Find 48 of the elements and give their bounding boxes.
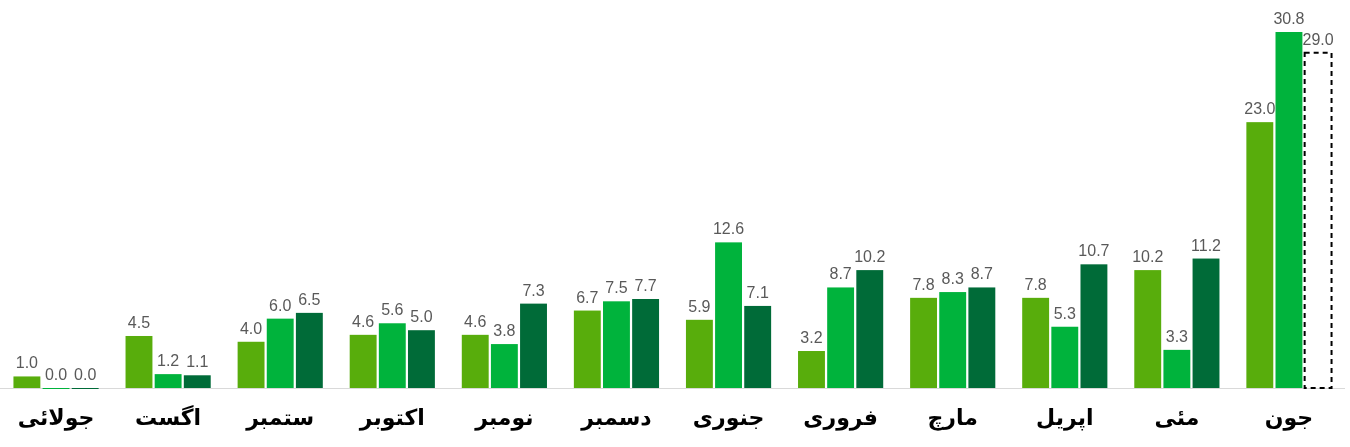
data-label: 12.6: [712, 220, 745, 238]
data-label: 6.0: [269, 296, 292, 314]
x-tick-label: مارچ: [927, 405, 978, 431]
data-label: 7.1: [746, 283, 769, 301]
data-label: 29.0: [1302, 30, 1334, 48]
data-label: 7.5: [605, 279, 628, 297]
data-label: 10.7: [1078, 242, 1110, 260]
x-tick-label: فروری: [803, 405, 878, 431]
x-tick-label: اگست: [135, 404, 202, 430]
data-label: 8.7: [970, 265, 994, 283]
x-tick-label: جون: [1264, 405, 1314, 431]
data-label: 10.2: [1132, 248, 1164, 266]
x-tick-label: اپریل: [1036, 405, 1094, 431]
data-label: 4.6: [352, 312, 375, 330]
data-label: 7.8: [1024, 275, 1047, 293]
data-label: 8.7: [829, 265, 852, 283]
data-label: 1.0: [15, 354, 39, 372]
data-label: 4.6: [464, 312, 487, 330]
x-tick-label: ستمبر: [245, 405, 315, 431]
x-tick-label: جولائی: [17, 405, 95, 431]
x-tick-label: دسمبر: [580, 405, 652, 431]
data-label: 7.3: [522, 281, 545, 299]
x-tick-label: نومبر: [474, 405, 534, 431]
data-label: 23.0: [1244, 100, 1276, 118]
data-label: 4.5: [127, 313, 151, 331]
x-tick-label: مئی: [1154, 405, 1200, 430]
data-label: 3.3: [1165, 327, 1189, 345]
data-label: 7.7: [634, 277, 657, 294]
data-label: 6.5: [298, 290, 321, 308]
data-label: 1.1: [186, 353, 209, 371]
data-label: 6.7: [576, 288, 599, 306]
data-label: 5.0: [410, 308, 433, 326]
data-label: 30.8: [1273, 10, 1305, 27]
data-label: 1.2: [157, 352, 180, 370]
data-label: 8.3: [941, 270, 964, 288]
data-label: 10.2: [854, 248, 886, 266]
data-label: 0.0: [44, 366, 68, 383]
data-label: 5.3: [1053, 304, 1077, 322]
data-label: 0.0: [74, 366, 97, 383]
data-label: 5.9: [688, 297, 711, 315]
x-tick-label: جنوری: [692, 405, 765, 431]
data-label: 5.6: [381, 301, 404, 319]
data-label: 3.8: [493, 322, 516, 340]
x-tick-label: اکتوبر: [358, 405, 425, 431]
data-label: 7.8: [912, 275, 935, 293]
data-label: 3.2: [800, 329, 823, 347]
data-label: 11.2: [1191, 236, 1222, 254]
data-label: 4.0: [239, 319, 263, 337]
